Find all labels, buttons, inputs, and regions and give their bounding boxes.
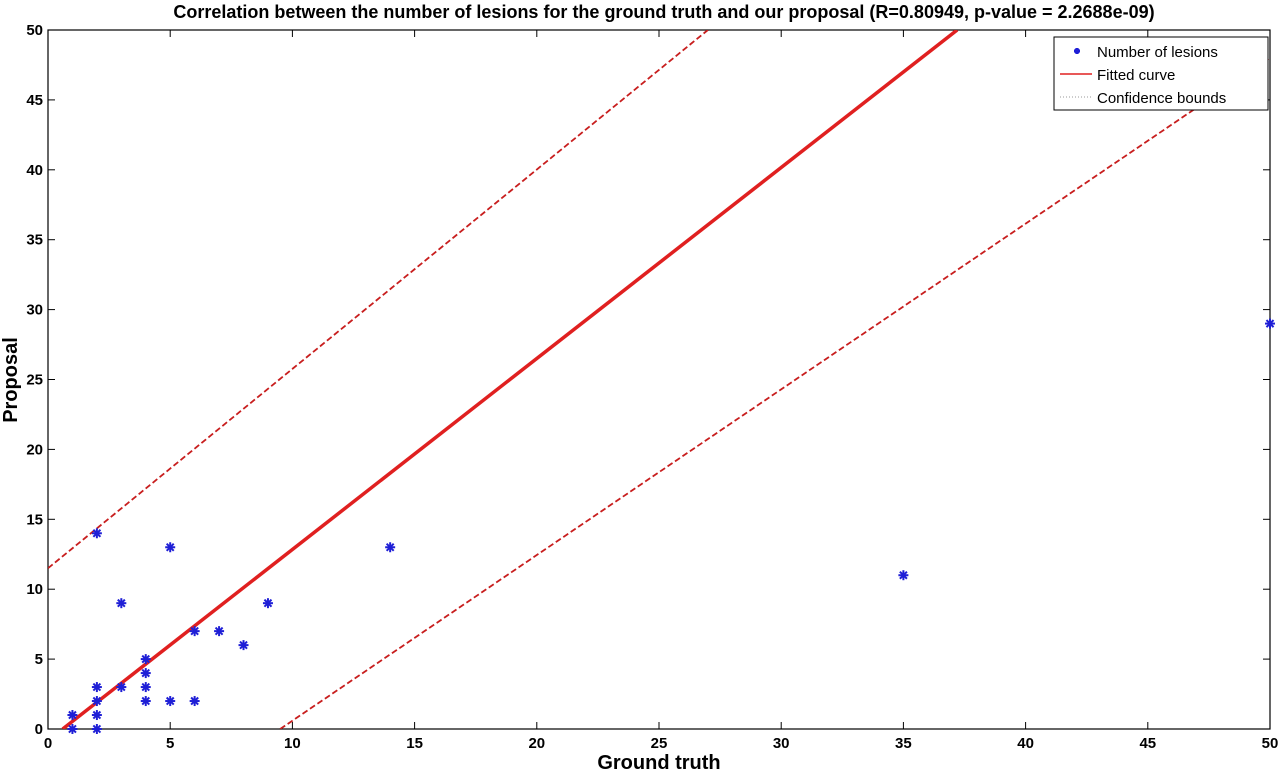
y-tick-label: 10 — [26, 581, 43, 598]
data-point — [91, 710, 102, 721]
data-point — [116, 682, 127, 693]
x-axis: 0 5 10 15 20 25 30 35 40 45 50 — [44, 30, 1279, 752]
legend-label-points: Number of lesions — [1097, 44, 1218, 61]
fit-lines — [48, 30, 1270, 729]
data-point — [140, 668, 151, 679]
y-axis: 0 5 10 15 20 25 30 35 40 45 50 — [26, 22, 1270, 738]
chart-title: Correlation between the number of lesion… — [173, 2, 1154, 22]
x-tick-label: 20 — [528, 735, 545, 752]
x-tick-label: 40 — [1017, 735, 1034, 752]
data-point — [140, 696, 151, 707]
upper-confidence-bound — [48, 30, 709, 569]
data-point — [214, 626, 225, 637]
x-tick-label: 10 — [284, 735, 301, 752]
legend: Number of lesions Fitted curve Confidence … — [1053, 36, 1269, 111]
data-point — [1265, 318, 1275, 329]
data-point — [165, 696, 176, 707]
y-tick-label: 50 — [26, 22, 43, 39]
x-tick-label: 15 — [406, 735, 423, 752]
x-tick-label: 25 — [651, 735, 668, 752]
data-point — [189, 626, 200, 637]
y-axis-label: Proposal — [0, 337, 22, 423]
legend-label-bounds: Confidence bounds — [1097, 90, 1226, 107]
data-points — [67, 318, 1275, 734]
data-point — [189, 696, 200, 707]
data-point — [165, 542, 176, 553]
x-axis-label: Ground truth — [597, 752, 720, 771]
x-tick-label: 30 — [773, 735, 790, 752]
y-tick-label: 5 — [35, 651, 43, 668]
legend-marker-points — [1074, 48, 1080, 54]
y-tick-label: 20 — [26, 441, 43, 458]
y-tick-label: 45 — [26, 92, 43, 109]
x-tick-label: 5 — [166, 735, 174, 752]
data-point — [238, 640, 249, 651]
data-point — [91, 528, 102, 539]
plot-area — [47, 29, 1271, 730]
y-tick-label: 25 — [26, 372, 43, 389]
data-point — [91, 682, 102, 693]
x-tick-label: 45 — [1139, 735, 1156, 752]
data-point — [140, 654, 151, 665]
data-point — [140, 682, 151, 693]
data-point — [67, 710, 78, 721]
data-point — [385, 542, 396, 553]
y-tick-label: 0 — [35, 721, 43, 738]
y-tick-label: 15 — [26, 511, 43, 528]
data-point — [67, 724, 78, 734]
x-tick-label: 0 — [44, 735, 52, 752]
x-tick-label: 35 — [895, 735, 912, 752]
data-point — [91, 696, 102, 707]
data-point — [898, 570, 909, 581]
y-tick-label: 40 — [26, 162, 43, 179]
y-tick-label: 30 — [26, 302, 43, 319]
lower-confidence-bound — [279, 57, 1270, 729]
legend-label-fit: Fitted curve — [1097, 67, 1175, 84]
x-tick-label: 50 — [1262, 735, 1279, 752]
data-point — [262, 598, 273, 609]
fitted-curve-line — [61, 30, 959, 729]
y-tick-label: 35 — [26, 232, 43, 249]
data-point — [116, 598, 127, 609]
data-point — [91, 724, 102, 734]
